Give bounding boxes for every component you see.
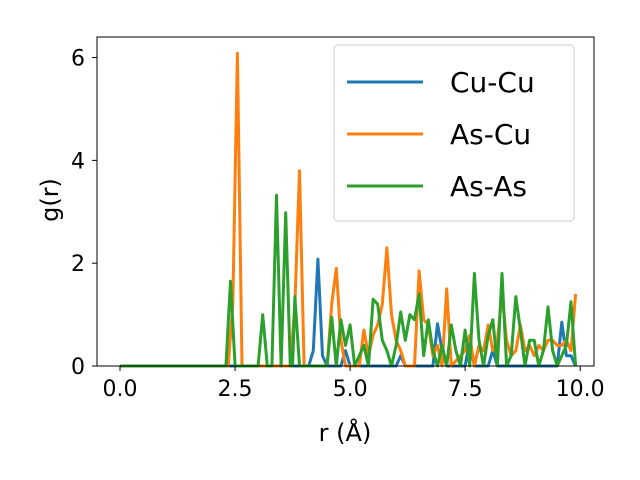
- x-tick-label: 10.0: [556, 377, 605, 402]
- x-axis-ticks: 0.0 2.5 5.0 7.5 10.0: [103, 366, 605, 402]
- y-tick-label: 2: [71, 252, 85, 277]
- legend: Cu-Cu As-Cu As-As: [333, 44, 575, 222]
- x-tick-label: 0.0: [103, 377, 138, 402]
- y-tick-label: 6: [71, 47, 85, 72]
- y-tick-label: 0: [71, 355, 85, 380]
- legend-label: As-As: [450, 170, 527, 203]
- y-axis-ticks: 0 2 4 6: [71, 47, 97, 380]
- legend-box: [333, 44, 575, 222]
- plot-frame: [96, 36, 595, 367]
- x-tick-label: 5.0: [333, 377, 368, 402]
- x-tick-label: 2.5: [218, 377, 253, 402]
- y-axis-label: g(r): [36, 178, 64, 222]
- x-tick-label: 7.5: [448, 377, 483, 402]
- legend-label: Cu-Cu: [450, 66, 535, 99]
- legend-label: As-Cu: [450, 118, 531, 151]
- y-tick-label: 4: [71, 149, 85, 174]
- x-axis-label: r (Å): [319, 418, 372, 447]
